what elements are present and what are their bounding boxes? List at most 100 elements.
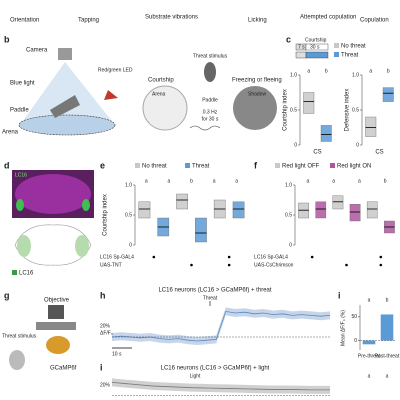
label: for 30 s [202,116,219,122]
label: Arena [152,91,166,97]
label: Objective [44,298,70,304]
protocol-box [305,51,329,59]
legend-swatch [135,163,140,168]
label: Camera [26,48,48,54]
y-tick-label: 0 [354,338,357,344]
event: Threat [203,295,218,301]
panel-label: h [100,290,106,300]
y-tick-label: 0 [294,142,297,148]
lc16-region [75,235,89,257]
y-tick-label: 0 [289,242,292,248]
panel-c: c Courtship 7 s 30 s No threat Threat [286,34,366,58]
letter: a [235,178,238,184]
x-label: CS [375,150,383,156]
y-label: Courtship index [103,194,109,236]
behavior: Tapping [78,18,99,24]
box [195,217,207,243]
legend-label: LC16 [19,271,34,277]
image-label: LC16 [15,172,27,178]
letter: a [368,297,371,303]
protocol-box [295,51,307,59]
panel-h-i: h LC16 neurons (LC16 > GCaMP6f) + threat… [100,288,341,389]
letter: a [386,373,389,379]
label: Paddle [10,108,29,114]
lc16-signal [16,199,24,211]
y-label: ΔF/F₀ [100,330,113,336]
y-tick-label: 1.0 [285,182,292,188]
y-tick-label: 1.0 [352,72,359,78]
title: LC16 neurons (LC16 > GCaMP6f) + light [161,366,270,372]
row-label: LC16 Sp-GAL4 [254,254,288,260]
y-tick-label: 0.5 [290,107,297,113]
bar [380,314,394,341]
box [303,92,315,114]
threat-disk [9,350,25,370]
legend-label: Red light ON [337,164,371,170]
objective [48,305,64,319]
legend-swatch [330,163,335,168]
letter: b [384,178,387,184]
panel-label: i [100,362,103,372]
behavior: Licking [248,18,267,24]
row-label: UAS-TNT [100,262,122,268]
y-tick-label: 1.0 [290,72,297,78]
legend-swatch [334,52,339,57]
camera [58,48,72,60]
label: 7 s [298,44,305,50]
legend-label: Red light OFF [282,164,320,170]
legend-swatch [334,43,339,48]
panel-label: e [100,160,105,170]
panel-label: g [4,290,10,300]
paddle [50,95,80,118]
panel-g: g Objective Threat stimulus GCaMP6f [2,290,77,371]
legend-label: Threat [192,164,210,170]
panel-label: c [286,34,291,44]
x-tick-label: Post-threat [375,353,400,359]
lc16-region [17,235,31,257]
genotype-dot [227,263,231,267]
fly [46,336,70,354]
trace [111,382,330,391]
stage [36,322,76,330]
legend-swatch [185,163,190,168]
scale: 10 s [112,351,122,357]
label: Blue light [10,81,35,87]
label: Courtship [148,78,174,84]
label: Red/green LED [98,67,133,73]
box [320,125,332,142]
panel-b: b Camera Blue light Red/green LED Paddle… [2,34,282,135]
y-label: Defensive index [345,89,351,132]
letter: b [325,68,328,74]
box [332,195,344,210]
x-label: CS [313,150,321,156]
label: 0.3 Hz [203,109,218,115]
title: LC16 neurons (LC16 > GCaMP6f) + threat [158,288,271,294]
protocol-box [305,43,329,51]
panel-label: f [254,160,258,170]
y-tick-label: 0 [129,242,132,248]
legend-label: No threat [142,164,167,170]
label: Courtship [305,37,327,43]
top-strip: Orientation Tapping Substrate vibrations… [10,15,389,24]
legend-swatch [12,270,17,275]
lc16-signal [82,199,90,211]
y-label: Courtship index [283,89,289,131]
behavior: Substrate vibrations [145,15,198,21]
panel-d: d LC16 LC16 [4,160,94,277]
genotype-dot [152,255,156,259]
label: Freezing or fleeing [232,78,282,84]
genotype-dot [379,263,383,267]
letter: b [386,297,389,303]
letter: b [387,68,390,74]
y-tick-label: 50 [351,314,357,320]
letter: a [368,373,371,379]
behavior: Copulation [360,18,389,24]
y-tick-label: 1.0 [125,182,132,188]
threat-stimulus [204,62,216,82]
genotype-dot [345,263,348,267]
box [232,201,245,219]
letter: b [190,178,193,184]
genotype-dot [310,255,314,259]
label: 30 s [310,44,320,50]
label: Arena [2,130,19,136]
